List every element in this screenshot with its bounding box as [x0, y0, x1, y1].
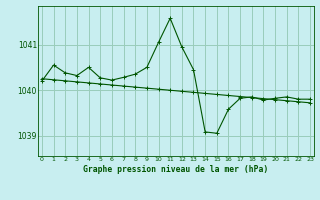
X-axis label: Graphe pression niveau de la mer (hPa): Graphe pression niveau de la mer (hPa) [84, 165, 268, 174]
